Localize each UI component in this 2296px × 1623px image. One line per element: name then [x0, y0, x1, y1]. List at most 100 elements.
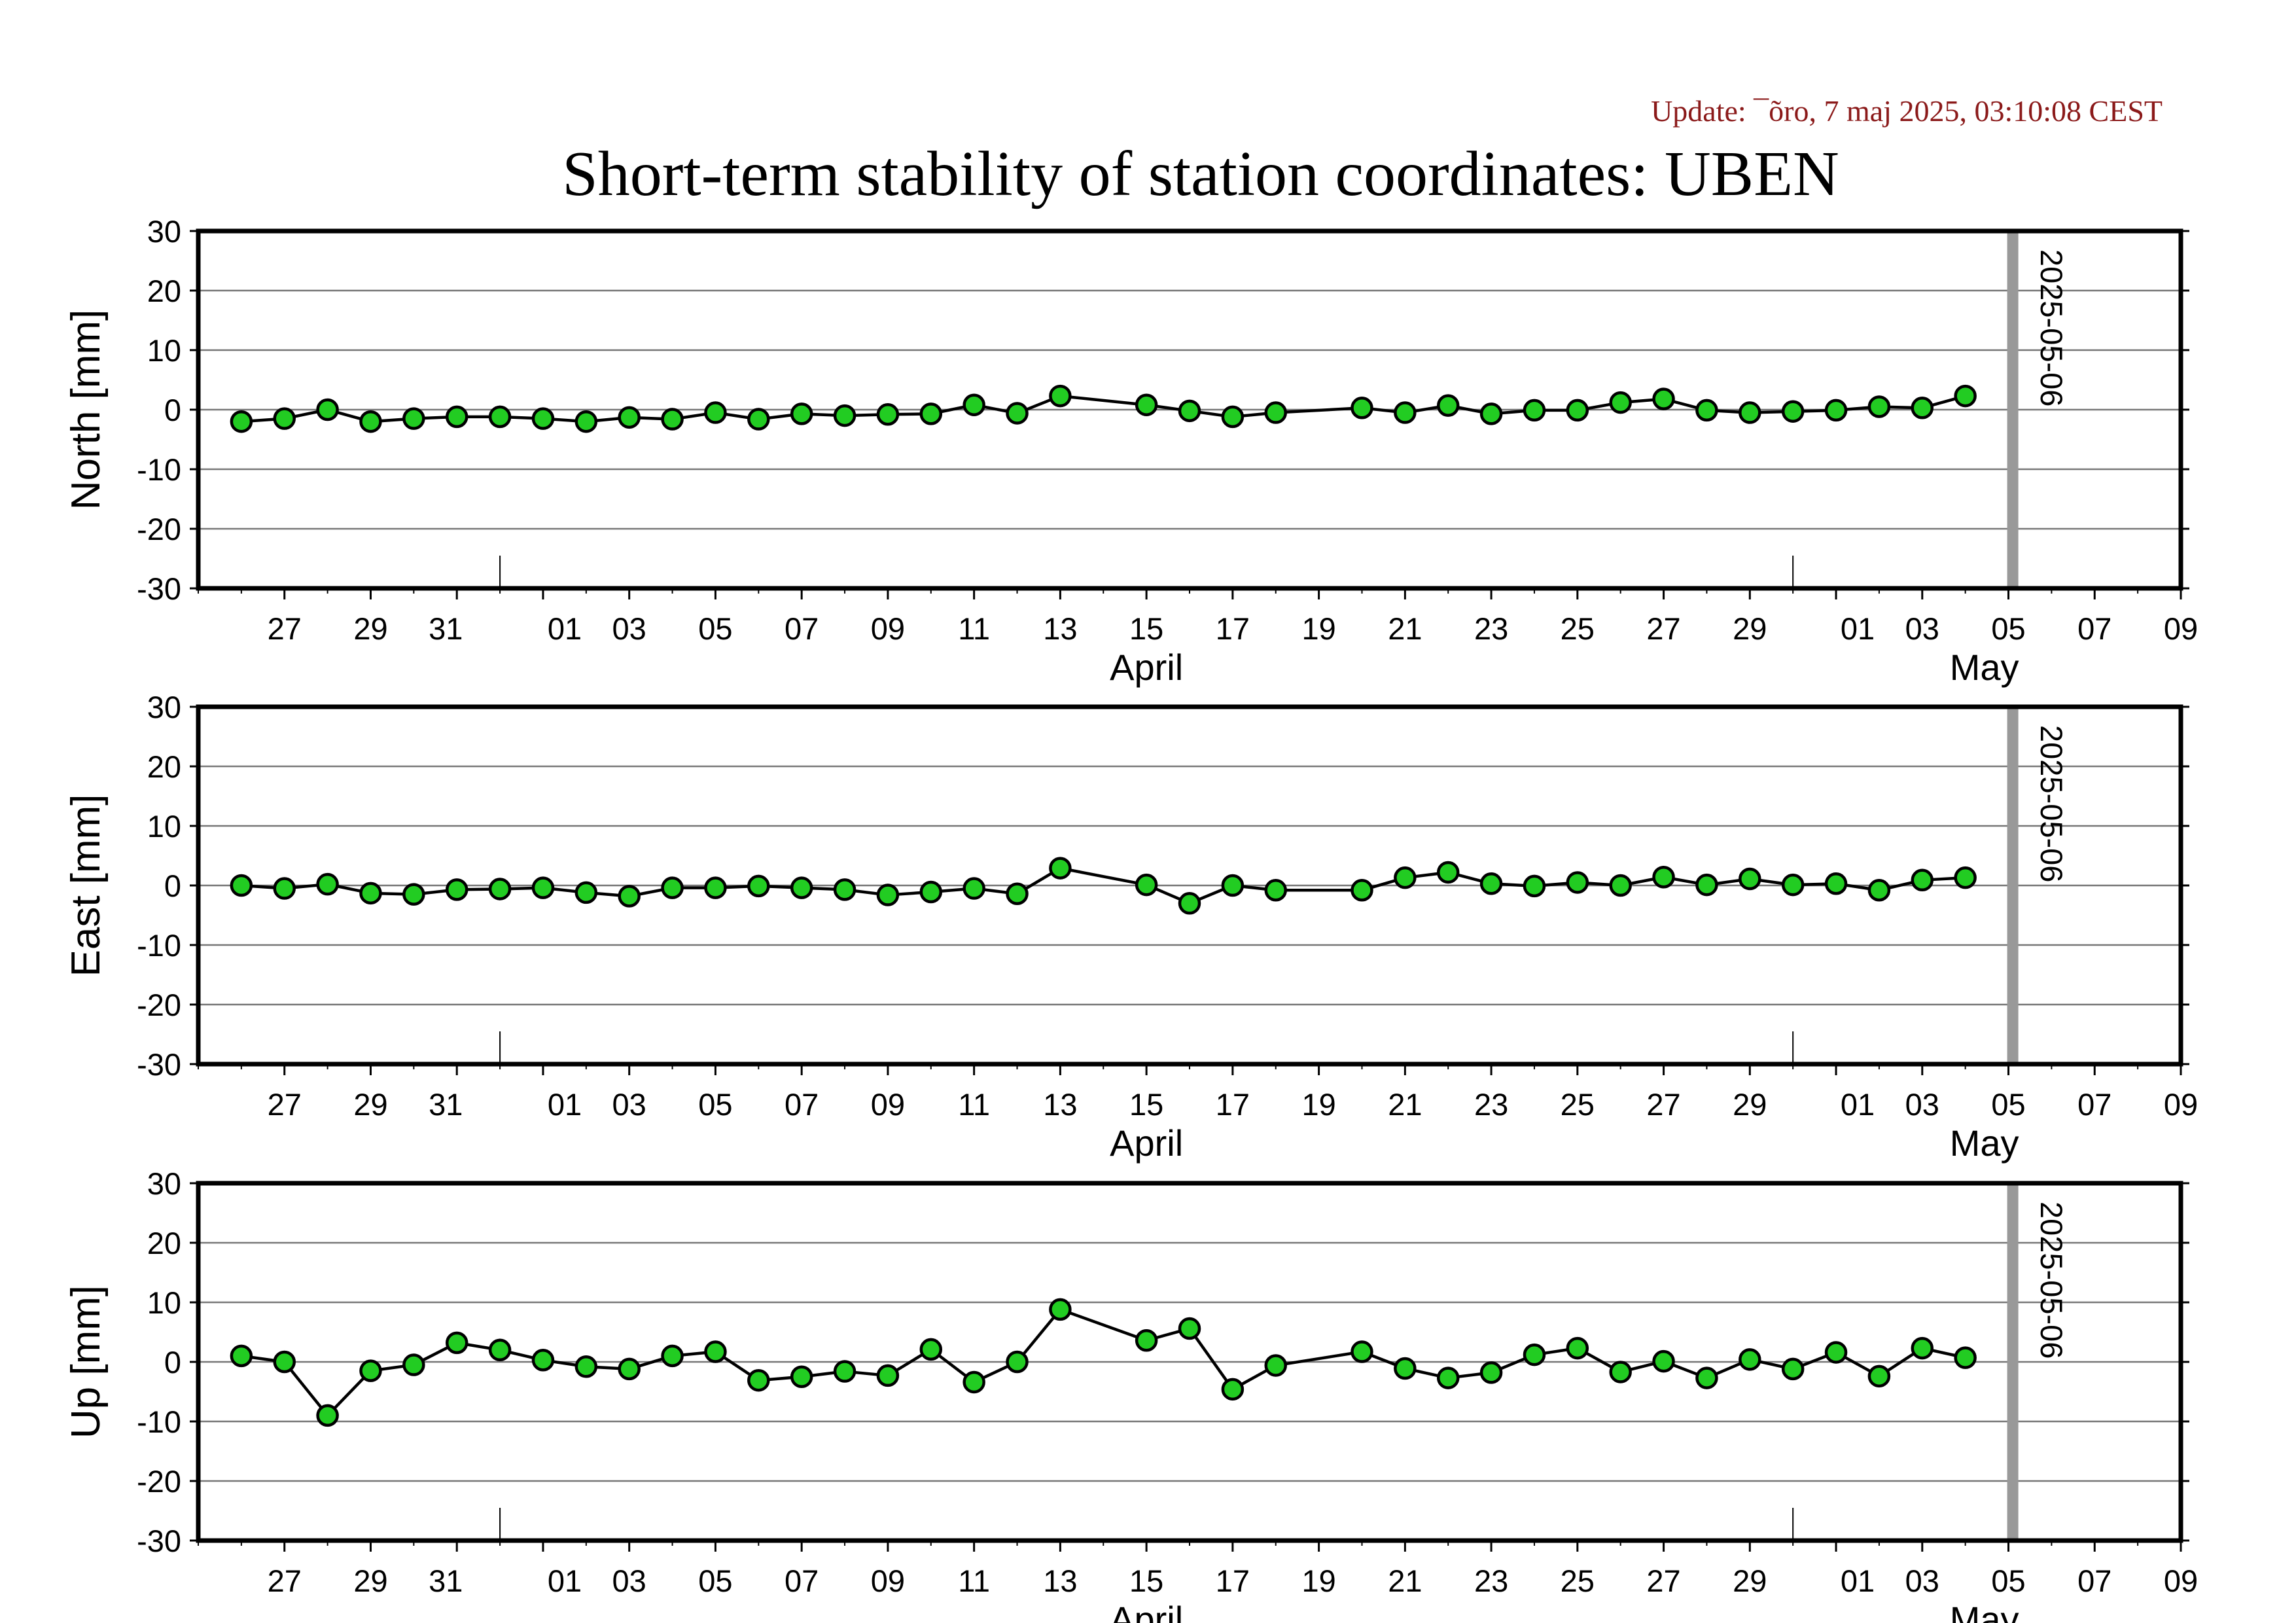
data-point [661, 876, 684, 899]
x-tick-label: 17 [1216, 1563, 1250, 1598]
plot-frame [196, 228, 2183, 591]
x-tick-label: 05 [698, 1563, 732, 1598]
x-tick-label: 11 [958, 611, 990, 646]
data-point [1781, 1357, 1805, 1381]
north-panel: 30 20 10 0 -10 -20 -30 North [mm] 2025-05-06 27 29… [63, 214, 2198, 688]
y-tick-label: 30 [147, 1166, 181, 1201]
x-tick-label: 03 [1905, 611, 1939, 646]
x-tick-label: 07 [2077, 1087, 2111, 1122]
data-point [1867, 1364, 1891, 1388]
x-tick-label: 29 [1733, 1087, 1767, 1122]
up-panel: 30 20 10 0 -10 -20 -30 Up [mm] 2025-05-06 27 29 31 0… [63, 1166, 2198, 1623]
data-point [1781, 400, 1805, 423]
data-point [1566, 871, 1589, 894]
data-point [618, 1357, 641, 1381]
y-tick-label: -30 [137, 1524, 181, 1558]
data-point [790, 1365, 813, 1388]
x-tick-label: 01 [548, 1563, 582, 1598]
data-point [574, 410, 598, 433]
data-point [1652, 1349, 1675, 1373]
data-point [1135, 873, 1158, 897]
x-tick-label: 21 [1388, 611, 1422, 646]
data-point [1609, 874, 1632, 897]
x-tick-label: 29 [1733, 1563, 1767, 1598]
x-tick-label: 27 [1646, 1087, 1680, 1122]
data-point [1954, 384, 1977, 408]
data-point [1351, 397, 1373, 419]
plot-frame [196, 1181, 2183, 1543]
data-point [1436, 861, 1460, 884]
x-tick-label: 11 [958, 1087, 990, 1122]
x-tick-label: 03 [612, 611, 646, 646]
x-month-label: May [1950, 1599, 2019, 1623]
data-point [402, 883, 425, 906]
x-tick-label: 07 [785, 611, 819, 646]
data-point [1049, 384, 1072, 408]
x-tick-label: 07 [2077, 611, 2111, 646]
x-tick-label: 03 [612, 1087, 646, 1122]
y-tick-label: -10 [137, 1404, 181, 1439]
data-point [661, 408, 684, 431]
data-point [1824, 399, 1848, 422]
data-point [445, 1331, 468, 1355]
data-point [1479, 402, 1503, 425]
y-axis-label: Up [mm] [63, 1285, 109, 1438]
data-point [1221, 874, 1245, 897]
x-tick-label: 05 [1991, 1563, 2025, 1598]
data-point [1609, 1361, 1632, 1383]
data-point [876, 1364, 900, 1387]
x-tick-label: 29 [353, 1563, 387, 1598]
x-tick-label: 03 [1905, 1563, 1939, 1598]
x-tick-label: 05 [698, 611, 732, 646]
data-point [1264, 879, 1287, 902]
x-tick-label: 01 [1841, 611, 1875, 646]
x-tick-label: 07 [785, 1087, 819, 1122]
x-tick-label: 05 [1991, 611, 2025, 646]
data-point [790, 876, 813, 899]
y-tick-label: -10 [137, 928, 181, 963]
x-tick-label: 05 [1991, 1087, 2025, 1122]
data-point [1394, 401, 1417, 424]
data-point [1911, 1336, 1934, 1360]
x-tick-label: 31 [429, 1563, 463, 1598]
chart-panels: 30 20 10 0 -10 -20 -30 North [mm] 2025-05-06 27 29… [63, 214, 2198, 1623]
data-point [273, 877, 296, 900]
data-point [230, 410, 253, 433]
data-point [1479, 1361, 1503, 1384]
data-point [1566, 1336, 1589, 1360]
x-tick-label: 15 [1129, 1563, 1163, 1598]
data-point [359, 882, 382, 905]
y-tick-label: -30 [137, 1047, 181, 1082]
y-tick-label: 20 [147, 749, 181, 784]
data-point [1178, 1317, 1201, 1340]
x-tick-label: 17 [1216, 1087, 1250, 1122]
data-point [963, 1370, 985, 1394]
data-point [1523, 874, 1546, 898]
data-point [1523, 1343, 1546, 1366]
x-tick-label: 29 [1733, 611, 1767, 646]
x-tick-label: 17 [1216, 611, 1250, 646]
data-point [1695, 1366, 1718, 1389]
data-point [833, 404, 857, 427]
y-axis-label: North [mm] [63, 310, 109, 510]
x-tick-label: 19 [1301, 1563, 1335, 1598]
data-point [574, 1355, 598, 1378]
data-point [1351, 1340, 1373, 1363]
data-point [1264, 401, 1287, 424]
current-day-label: 2025-05-06 [2034, 249, 2069, 406]
x-tick-label: 09 [871, 1087, 905, 1122]
data-point [618, 406, 641, 429]
x-month-label: May [1950, 1122, 2019, 1164]
data-point [1135, 393, 1158, 416]
data-point [488, 405, 512, 429]
data-point [1436, 394, 1460, 417]
y-axis-label: East [mm] [63, 794, 109, 976]
current-day-label: 2025-05-06 [2034, 725, 2069, 882]
y-tick-label: 0 [164, 868, 181, 903]
data-point [1739, 867, 1761, 891]
data-point [316, 398, 339, 421]
data-point [316, 1404, 339, 1427]
x-tick-label: 25 [1561, 1087, 1595, 1122]
data-point [273, 1350, 296, 1374]
